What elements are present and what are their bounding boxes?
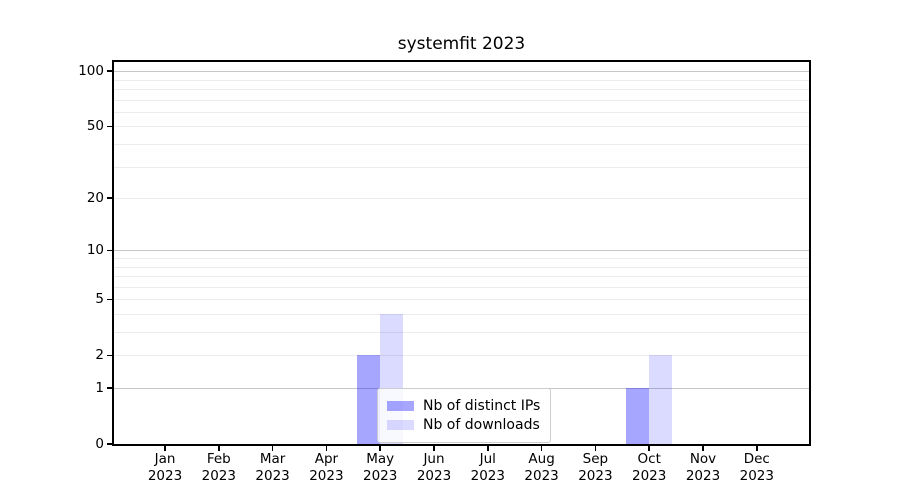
x-tick-label: Dec 2023 <box>739 451 774 484</box>
legend-label-distinct-ips: Nb of distinct IPs <box>423 398 541 414</box>
gridline-minor <box>114 126 809 128</box>
y-tick-mark <box>107 354 112 356</box>
gridline-minor <box>114 276 809 278</box>
x-tick-label: Sep 2023 <box>578 451 613 484</box>
y-tick-mark <box>107 125 112 128</box>
gridline-minor <box>114 99 809 101</box>
y-tick-mark <box>107 197 112 199</box>
gridline-minor <box>114 332 809 334</box>
legend-swatch-downloads-icon <box>387 420 414 430</box>
legend-label-downloads: Nb of downloads <box>423 417 540 433</box>
x-tick-mark <box>540 446 543 451</box>
plot-area <box>112 60 811 446</box>
x-tick-label: Oct 2023 <box>632 451 667 484</box>
x-tick-mark <box>325 446 328 451</box>
gridline-minor <box>114 299 809 301</box>
gridline-minor <box>114 79 809 81</box>
x-tick-label: Feb 2023 <box>201 451 236 484</box>
y-tick-label: 100 <box>78 63 104 80</box>
y-tick-mark <box>107 70 112 72</box>
x-tick-label: Jun 2023 <box>416 451 452 484</box>
x-tick-label: Mar 2023 <box>255 451 290 484</box>
bar-distinct-ips <box>626 388 650 444</box>
y-tick-label: 20 <box>86 190 104 207</box>
x-tick-mark <box>271 446 274 451</box>
x-tick-label: Jul 2023 <box>470 451 505 484</box>
gridline-major <box>114 250 809 252</box>
x-tick-label: Jan 2023 <box>147 451 183 484</box>
y-tick-mark <box>107 249 112 252</box>
legend-item-downloads: Nb of downloads <box>387 417 540 433</box>
legend-item-distinct-ips: Nb of distinct IPs <box>387 398 540 414</box>
gridline-minor <box>114 166 809 168</box>
y-tick-mark <box>107 443 112 445</box>
x-tick-mark <box>164 446 166 451</box>
gridline-minor <box>114 144 809 146</box>
legend: Nb of distinct IPs Nb of downloads <box>377 388 552 443</box>
x-tick-mark <box>487 446 489 451</box>
x-tick-label: Apr 2023 <box>309 451 344 484</box>
x-tick-mark <box>433 446 435 451</box>
legend-swatch-distinct-ips-icon <box>387 401 414 411</box>
gridline-minor <box>114 286 809 288</box>
x-tick-label: Nov 2023 <box>685 451 721 484</box>
x-tick-mark <box>648 446 650 451</box>
y-tick-label: 5 <box>95 291 104 308</box>
chart-title: systemfit 2023 <box>397 34 526 54</box>
gridline-minor <box>114 313 809 315</box>
gridline-minor <box>114 198 809 200</box>
x-tick-mark <box>594 446 597 451</box>
x-tick-label: May 2023 <box>363 451 398 484</box>
bar-distinct-ips <box>357 355 381 444</box>
bar-downloads <box>649 355 673 444</box>
x-tick-mark <box>756 446 758 451</box>
y-tick-label: 1 <box>95 380 104 396</box>
gridline-minor <box>114 355 809 357</box>
gridline-major <box>114 71 809 73</box>
y-tick-label: 50 <box>86 118 104 135</box>
gridline-minor <box>114 258 809 259</box>
y-tick-label: 0 <box>95 436 104 452</box>
gridline-minor <box>114 111 809 113</box>
gridline-minor <box>114 266 809 268</box>
x-tick-mark <box>218 446 220 451</box>
y-tick-label: 10 <box>86 242 104 259</box>
y-tick-mark <box>107 298 112 300</box>
y-tick-mark <box>107 387 112 389</box>
x-tick-mark <box>702 446 704 451</box>
x-tick-label: Aug 2023 <box>524 451 559 484</box>
gridline-minor <box>114 89 809 91</box>
y-tick-label: 2 <box>95 347 104 364</box>
x-tick-mark <box>379 446 381 451</box>
